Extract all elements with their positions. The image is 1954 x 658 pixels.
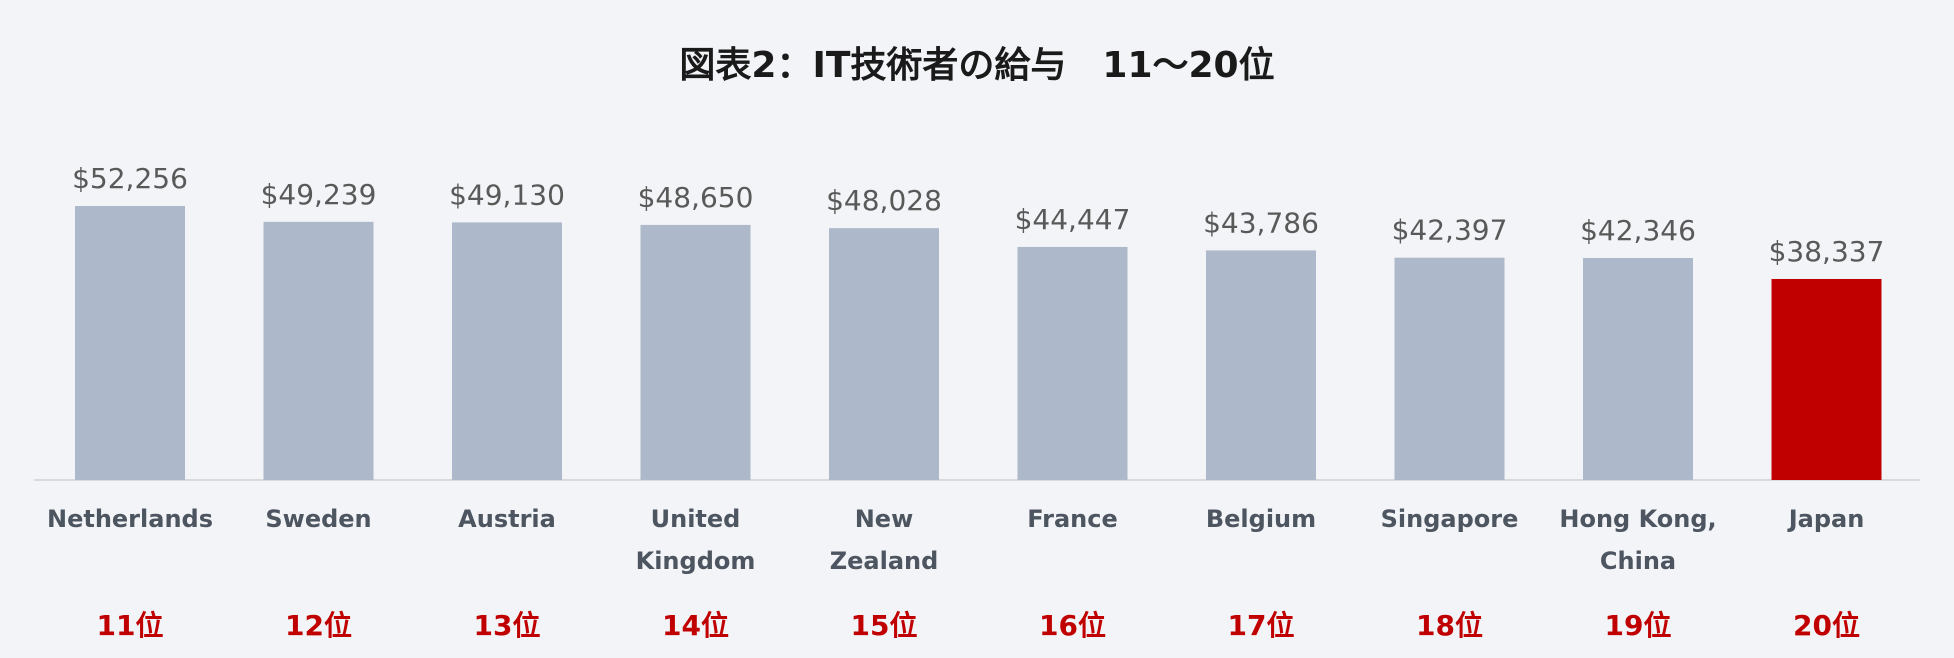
x-tick-label: Japan — [1788, 505, 1865, 533]
rank-label: 18位 — [1416, 609, 1483, 642]
value-label: $44,447 — [1015, 203, 1131, 236]
bar — [1206, 250, 1316, 480]
bar — [640, 224, 751, 480]
bar — [1394, 257, 1505, 480]
rank-label: 13位 — [473, 609, 541, 642]
rank-label: 17位 — [1227, 609, 1295, 642]
bar — [75, 206, 185, 480]
value-label: $42,397 — [1392, 214, 1508, 247]
rank-label: 16位 — [1039, 609, 1106, 642]
value-label: $48,650 — [638, 181, 754, 214]
bar — [1017, 246, 1128, 480]
x-tick-label: France — [1027, 505, 1118, 533]
value-label: $48,028 — [826, 184, 942, 217]
bar — [263, 221, 374, 480]
chart-title: 図表2：IT技術者の給与 11～20位 — [679, 45, 1275, 86]
x-tick-label: Austria — [458, 505, 556, 533]
bar — [1583, 257, 1693, 480]
rank-label: 20位 — [1793, 609, 1860, 642]
rank-label: 11位 — [96, 609, 164, 642]
x-tick-label: United Kingdom — [635, 505, 756, 575]
rank-label: 19位 — [1604, 609, 1672, 642]
x-tick-label: Netherlands — [46, 505, 213, 533]
rank-label: 12位 — [285, 609, 352, 642]
bar — [1771, 278, 1882, 480]
value-label: $38,337 — [1769, 235, 1885, 268]
rank-label: 15位 — [850, 609, 918, 642]
bar — [829, 228, 939, 480]
bar — [452, 222, 562, 480]
x-tick-label: Belgium — [1205, 505, 1317, 533]
value-label: $42,346 — [1580, 214, 1696, 247]
x-tick-label: Sweden — [265, 505, 372, 533]
x-tick-label: Hong Kong, China — [1559, 505, 1717, 575]
value-label: $49,239 — [261, 178, 377, 211]
x-tick-label: New Zealand — [829, 505, 939, 575]
rank-label: 14位 — [662, 609, 729, 642]
x-tick-label: Singapore — [1380, 505, 1519, 533]
value-label: $49,130 — [449, 178, 565, 211]
value-label: $52,256 — [72, 162, 188, 195]
value-label: $43,786 — [1203, 206, 1319, 239]
